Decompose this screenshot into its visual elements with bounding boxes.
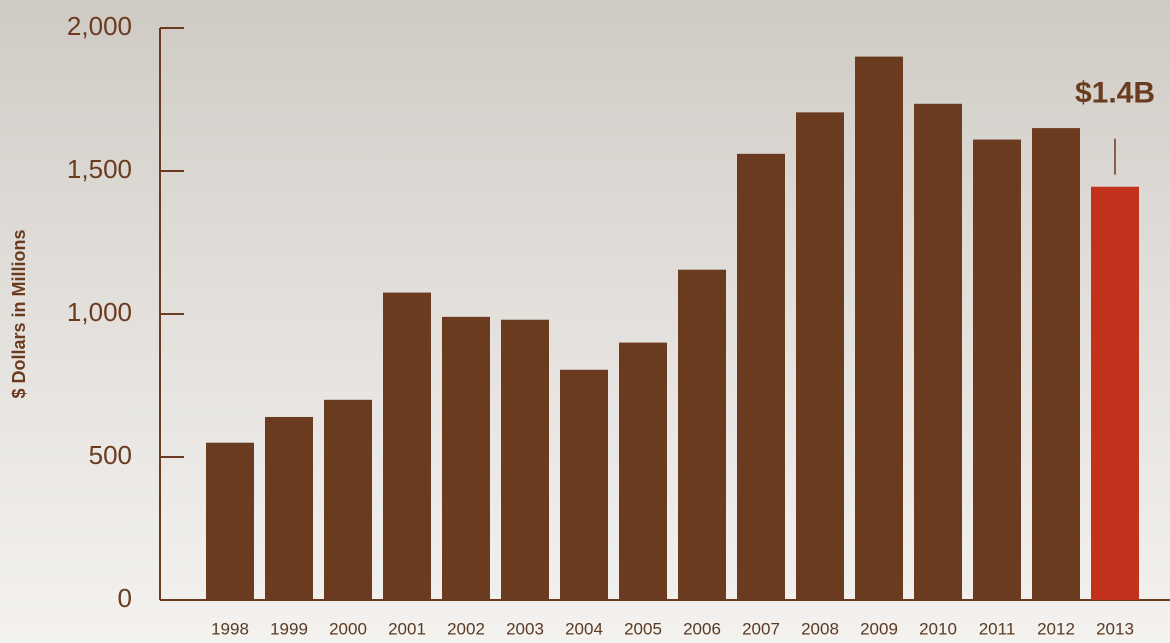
x-tick-label: 2003 (506, 619, 544, 638)
x-tick-label: 2000 (329, 619, 367, 638)
x-tick-label: 2004 (565, 619, 603, 638)
bar (973, 139, 1021, 601)
bar (324, 399, 372, 600)
bar (737, 153, 785, 600)
x-tick-label: 1998 (211, 619, 249, 638)
x-tick-label: 2002 (447, 619, 485, 638)
x-tick-label: 2006 (683, 619, 721, 638)
bar (619, 342, 667, 600)
x-tick-label: 2007 (742, 619, 780, 638)
y-axis-label: $ Dollars in Millions (9, 229, 29, 398)
value-label: $1.4B (1075, 77, 1155, 110)
x-tick-label: 2008 (801, 619, 839, 638)
x-tick-label: 1999 (270, 619, 308, 638)
bar (501, 319, 549, 600)
y-tick-label: 1,500 (67, 154, 132, 184)
y-tick-label: 0 (118, 583, 132, 613)
y-tick-label: 2,000 (67, 11, 132, 41)
x-tick-label: 2013 (1096, 619, 1134, 638)
y-tick-label: 1,000 (67, 297, 132, 327)
x-tick-label: 2011 (979, 619, 1016, 638)
bar (1091, 186, 1139, 601)
x-tick-label: 2012 (1037, 619, 1075, 638)
bar (914, 103, 962, 600)
bar (855, 56, 903, 601)
bar (678, 269, 726, 600)
x-tick-label: 2001 (388, 619, 426, 638)
bar (206, 442, 254, 600)
x-tick-label: 2010 (919, 619, 957, 638)
bar (442, 316, 490, 600)
bar (796, 112, 844, 601)
bar (265, 416, 313, 600)
bar (560, 369, 608, 600)
bar (383, 292, 431, 600)
y-tick-label: 500 (89, 440, 132, 470)
x-tick-label: 2005 (624, 619, 662, 638)
x-tick-label: 2009 (860, 619, 898, 638)
bar (1032, 128, 1080, 600)
